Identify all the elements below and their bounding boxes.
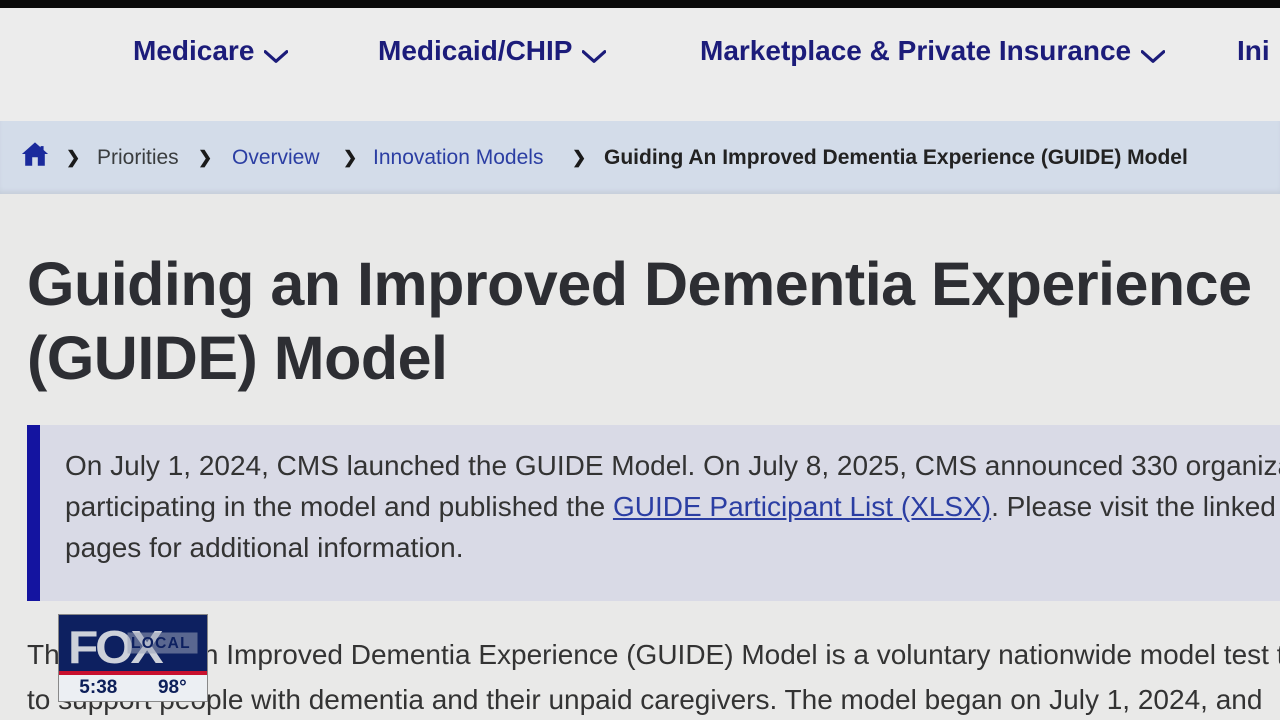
svg-text:LOCAL: LOCAL [131,635,191,652]
